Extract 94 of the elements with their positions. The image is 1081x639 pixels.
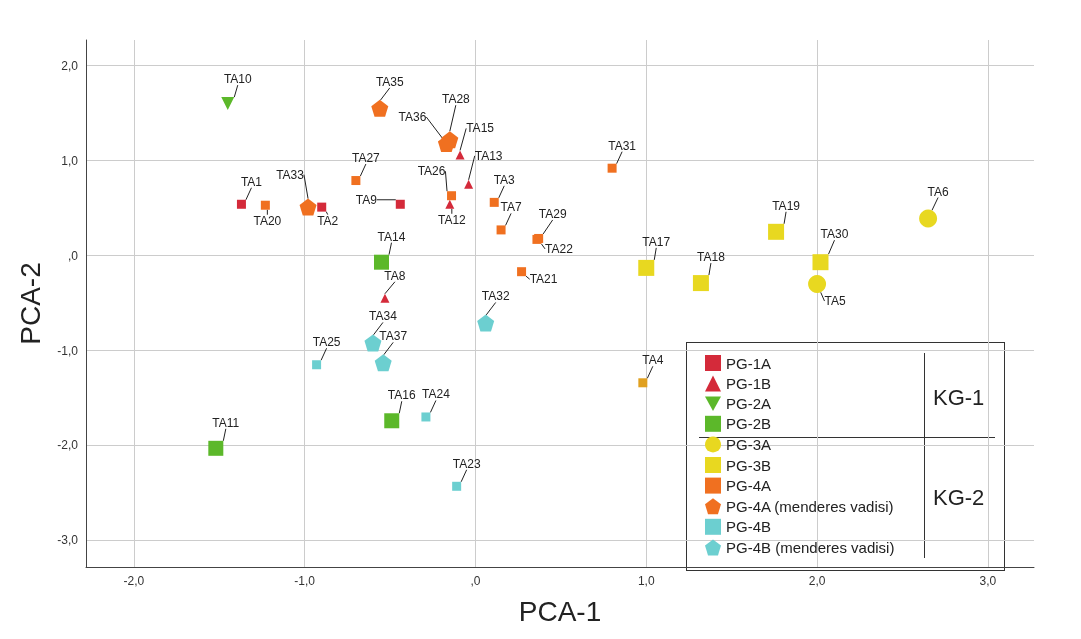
point	[374, 254, 389, 270]
data-label: TA21	[529, 272, 558, 287]
data-label: TA2	[317, 213, 339, 228]
point	[808, 275, 827, 294]
data-label: TA25	[312, 335, 341, 350]
y-axis-title: PCA-2	[14, 262, 46, 345]
y-tick-label: ,0	[67, 248, 79, 263]
data-label: TA16	[387, 388, 416, 403]
legend-label: PG-4B	[726, 518, 772, 536]
data-label: TA26	[417, 164, 446, 179]
x-tick-label: 1,0	[637, 574, 655, 588]
y-tick-label: -1,0	[57, 343, 79, 358]
data-label: TA32	[481, 289, 510, 304]
y-tick-label: 1,0	[61, 153, 79, 168]
y-tick-label: 2,0	[61, 58, 79, 73]
point	[312, 360, 322, 370]
data-label: TA37	[379, 329, 408, 344]
data-label: TA9	[355, 192, 378, 207]
point	[421, 412, 431, 422]
data-label: TA10	[223, 72, 252, 87]
legend-label: PG-1A	[726, 354, 772, 372]
data-label: TA3	[493, 172, 516, 187]
data-label: TA4	[642, 353, 664, 368]
y-tick-label: -2,0	[57, 438, 79, 453]
point	[299, 198, 317, 216]
legend-label: PG-4A (menderes vadisi)	[726, 497, 894, 515]
point	[260, 200, 270, 210]
data-label: TA34	[369, 309, 398, 324]
data-label: TA8	[384, 268, 406, 283]
legend-label: PG-4A	[726, 477, 772, 495]
point	[452, 481, 462, 491]
data-label: TA7	[500, 200, 522, 215]
annotation: KG-2	[933, 484, 985, 510]
x-tick-label: 2,0	[808, 574, 826, 588]
x-tick-label: ,0	[470, 574, 481, 588]
data-label: TA15	[466, 121, 495, 136]
point	[692, 275, 709, 292]
point	[236, 199, 246, 209]
point	[447, 191, 457, 201]
point	[374, 354, 392, 372]
data-label: TA20	[253, 213, 282, 228]
x-tick-label: -2,0	[123, 574, 145, 588]
data-label: TA23	[452, 456, 481, 471]
point	[496, 225, 506, 235]
legend-label: PG-2B	[726, 415, 772, 433]
data-label: TA33	[276, 167, 305, 182]
point	[812, 254, 829, 271]
point	[477, 314, 495, 332]
data-label: TA27	[351, 151, 381, 166]
legend-label: PG-2A	[726, 395, 772, 413]
point	[489, 197, 499, 207]
point	[464, 179, 474, 189]
point	[380, 293, 390, 303]
point	[445, 199, 455, 209]
point	[638, 259, 655, 276]
x-tick-label: -1,0	[294, 574, 316, 588]
point	[919, 209, 938, 228]
point	[638, 378, 648, 388]
data-label: TA24	[422, 387, 451, 402]
data-label: TA31	[608, 138, 637, 153]
data-label: TA29	[538, 206, 567, 221]
point	[768, 223, 785, 240]
data-label: TA18	[697, 250, 726, 265]
data-label: TA11	[212, 415, 240, 430]
data-label: TA13	[474, 148, 503, 163]
data-label: TA30	[820, 227, 849, 242]
data-label: TA17	[642, 234, 671, 249]
data-label: TA36	[398, 110, 427, 124]
x-tick-label: 3,0	[979, 574, 997, 588]
legend-label: PG-3A	[726, 435, 772, 453]
data-label: TA6	[927, 184, 949, 199]
point	[384, 413, 400, 429]
data-label: TA12	[437, 212, 467, 227]
point	[517, 267, 527, 277]
annotation: KG-1	[933, 384, 985, 410]
legend-label: PG-1B	[726, 375, 772, 393]
legend-label: PG-4B (menderes vadisi)	[726, 538, 895, 556]
point	[607, 163, 617, 173]
data-label: TA35	[375, 74, 405, 89]
point	[317, 202, 327, 212]
data-label: TA28	[441, 92, 471, 107]
point	[371, 99, 389, 117]
data-label: TA22	[545, 241, 574, 256]
legend-label: PG-3B	[726, 456, 772, 474]
point	[351, 176, 361, 186]
y-tick-label: -3,0	[57, 533, 79, 548]
point	[395, 199, 405, 209]
data-label: TA19	[772, 198, 801, 213]
x-axis-title: PCA-1	[518, 595, 602, 627]
point	[208, 440, 224, 456]
data-label: TA5	[824, 294, 846, 309]
data-label: TA1	[240, 174, 263, 189]
point	[221, 97, 235, 111]
data-label: TA14	[377, 229, 406, 244]
